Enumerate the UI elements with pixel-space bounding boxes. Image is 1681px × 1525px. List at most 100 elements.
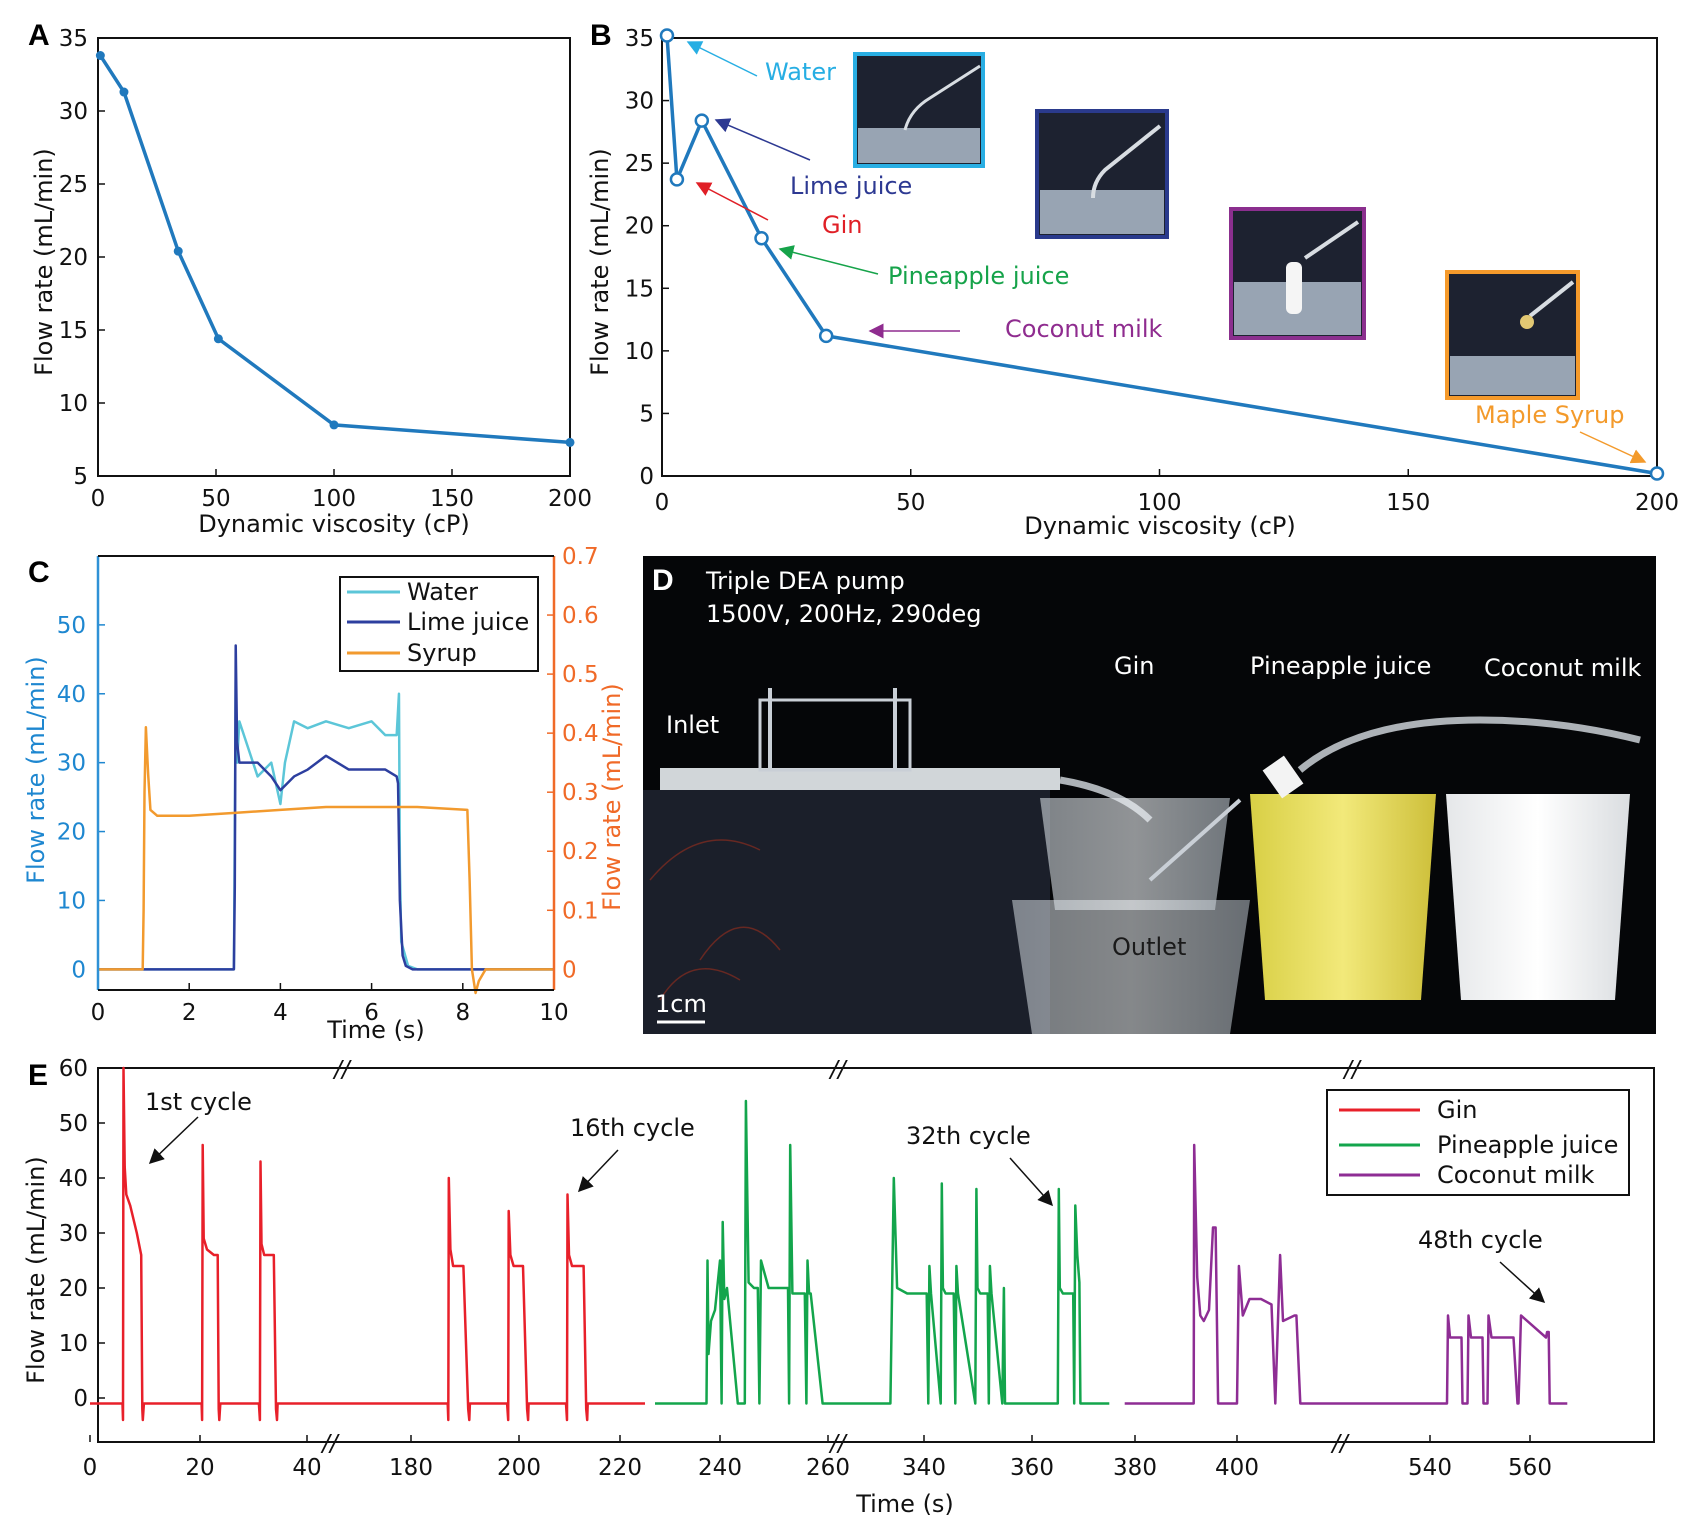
photo-water	[853, 52, 985, 168]
panel-d-coconut: Coconut milk	[1484, 654, 1641, 682]
panel-c-ytick-right-label: 0	[562, 957, 577, 983]
panel-e-frame	[97, 1067, 1655, 1443]
panel-b-data-point	[659, 28, 675, 43]
pump-plate	[660, 768, 1060, 790]
panel-a-ytick-label: 10	[59, 391, 88, 417]
panel-a-ytick-label: 15	[59, 318, 88, 344]
panel-c-letter: C	[28, 556, 50, 589]
panel-b-ytick-label: 15	[625, 276, 654, 302]
panel-b-ytick-label: 10	[625, 339, 654, 365]
panel-c-legend: Water Lime juice Syrup	[339, 576, 539, 672]
panel-b-ytick-label: 35	[625, 26, 654, 52]
panel-d-letter: D	[652, 564, 674, 597]
panel-e-ylabel: Flow rate (mL/min)	[22, 1156, 50, 1384]
panel-b-xtick-label: 200	[1635, 490, 1679, 516]
panel-c-ytick-right-label: 0.1	[562, 898, 599, 924]
panel-c-xtick-label: 2	[182, 1000, 197, 1026]
panel-a-series-line	[98, 54, 571, 445]
panel-a-xtick-label: 200	[548, 486, 592, 512]
label-gin: Gin	[822, 211, 862, 239]
panel-e-series	[90, 1066, 1568, 1422]
panel-b-data-point	[669, 172, 685, 187]
panel-b-ytick-label: 30	[625, 89, 654, 115]
panel-e-xtick-label: 180	[389, 1455, 433, 1481]
panel-e-xtick-label: 0	[83, 1455, 98, 1481]
panel-c-ytick-left-label: 20	[57, 820, 86, 846]
panel-e-xlabel: Time (s)	[855, 1490, 954, 1518]
panel-a-ytick-label: 20	[59, 245, 88, 271]
panel-e-xtick-label: 240	[698, 1455, 742, 1481]
panel-e-ytick-label: 20	[59, 1276, 88, 1302]
panel-a-data-point	[213, 334, 223, 344]
panel-a-xtick-label: 150	[430, 486, 474, 512]
panel-c-ytick-right-label: 0.6	[562, 603, 599, 629]
panel-b-ylabel: Flow rate (mL/min)	[586, 148, 614, 376]
panel-d: D Triple DEA pump 1500V, 200Hz, 290deg G…	[643, 556, 1656, 1034]
axis-break-mark: //	[320, 1431, 340, 1457]
panel-c-ytick-right-label: 0.2	[562, 839, 599, 865]
panel-a-letter: A	[28, 19, 50, 52]
panel-e-xtick-label: 340	[902, 1455, 946, 1481]
panel-a-ytick-label: 30	[59, 99, 88, 125]
panel-c-series	[98, 644, 554, 995]
panel-e-xtick-label: 220	[598, 1455, 642, 1481]
panel-e-series-pineapple-juice	[655, 1099, 1110, 1405]
arrow-syrup	[1579, 431, 1647, 464]
annotation-32th-cycle: 32th cycle	[906, 1122, 1031, 1150]
annotation-1st-cycle: 1st cycle	[145, 1088, 252, 1116]
panel-a-points	[95, 51, 575, 447]
panel-e-xtick-label: 560	[1508, 1455, 1552, 1481]
panel-b-xtick-label: 50	[896, 490, 925, 516]
panel-e-legend: Gin Pineapple juice Coconut milk	[1326, 1089, 1630, 1196]
label-pineapple: Pineapple juice	[888, 262, 1069, 290]
photo-coconut	[1229, 207, 1366, 340]
panel-d-title-2: 1500V, 200Hz, 290deg	[706, 600, 982, 628]
legend-label-lime: Lime juice	[407, 608, 529, 636]
panel-c-ylabel-left: Flow rate (mL/min)	[22, 656, 50, 884]
panel-a-xtick-label: 0	[91, 486, 106, 512]
panel-c-ytick-left-label: 50	[57, 613, 86, 639]
axis-break-mark: //	[828, 1057, 848, 1083]
axis-break-mark: //	[828, 1431, 848, 1457]
panel-c-ytick-right-label: 0.3	[562, 780, 599, 806]
panel-c-series-syrup	[98, 725, 554, 995]
label-water: Water	[765, 58, 836, 86]
photo-lime	[1035, 109, 1169, 239]
panel-d-pineapple: Pineapple juice	[1250, 652, 1431, 680]
panel-a-ytick-label: 35	[59, 26, 88, 52]
panel-a-xtick-label: 50	[201, 486, 230, 512]
panel-c-ytick-right-label: 0.4	[562, 721, 599, 747]
panel-b-xlabel: Dynamic viscosity (cP)	[1024, 512, 1296, 540]
panel-c-ytick-right-label: 0.5	[562, 662, 599, 688]
panel-b-data-point	[694, 113, 710, 128]
panel-a-xtick-label: 100	[312, 486, 356, 512]
panel-c: C 0 2 4 6 8 10 0 10 20 30 40 50 0 0.1 0.2 0.3 0.4 0.5 0.6 0…	[22, 544, 626, 1044]
panel-b-data-point	[818, 328, 834, 344]
panel-a: A 0 50 100 150 200 5 10 15 20 25 30 35 Dynamic visc…	[28, 19, 592, 538]
panel-b-ytick-label: 20	[625, 214, 654, 240]
arrow-lime	[714, 118, 811, 161]
panel-e-ytick-label: 0	[73, 1386, 88, 1412]
panel-a-ytick-label: 25	[59, 172, 88, 198]
arrow-16th-cycle	[577, 1149, 619, 1193]
panel-b: B 0 50 100 150 200 0 5 10 15 20 25 30 35 Dynamic vis…	[586, 19, 1679, 540]
arrow-water	[686, 41, 758, 77]
panel-b-letter: B	[590, 19, 612, 52]
panel-e-xtick-label: 20	[185, 1455, 214, 1481]
label-lime: Lime juice	[790, 172, 912, 200]
arrow-gin	[695, 182, 769, 221]
label-syrup: Maple Syrup	[1475, 401, 1624, 429]
panel-c-ytick-left-label: 10	[57, 888, 86, 914]
legend-label-coconut: Coconut milk	[1437, 1161, 1594, 1189]
panel-b-ytick-label: 25	[625, 151, 654, 177]
pump-base	[643, 790, 1050, 1034]
axis-break-mark: //	[1330, 1431, 1350, 1457]
panel-c-xtick-label: 10	[539, 1000, 568, 1026]
panel-e-ytick-label: 30	[59, 1221, 88, 1247]
arrow-48th-cycle	[1499, 1261, 1546, 1304]
panel-c-xtick-label: 4	[273, 1000, 288, 1026]
panel-c-xlabel: Time (s)	[326, 1016, 425, 1044]
panel-e-letter: E	[28, 1059, 48, 1092]
panel-a-ticks: 0 50 100 150 200 5 10 15 20 25 30 35	[59, 26, 592, 512]
